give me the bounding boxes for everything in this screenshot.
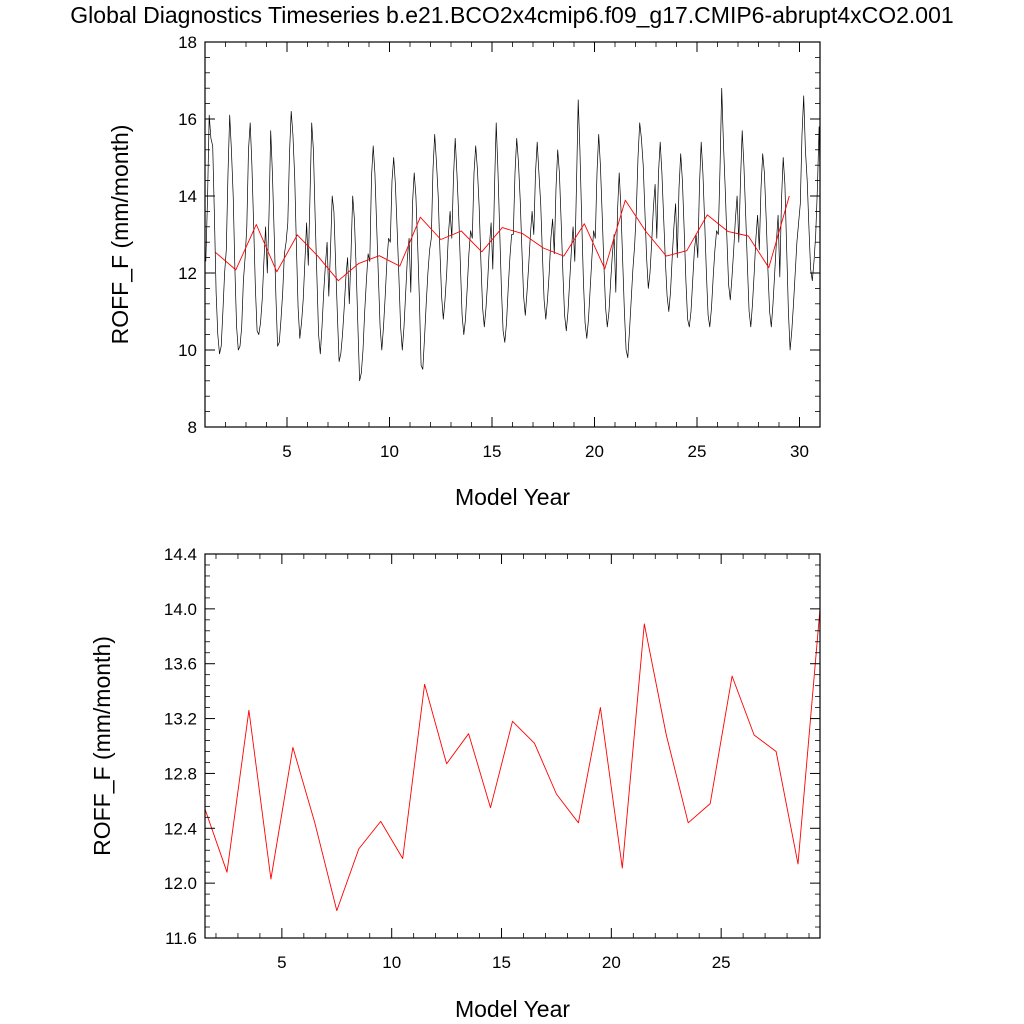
top-y-axis-title: ROFF_F (mm/month) xyxy=(107,125,133,345)
top-x-tick-label: 30 xyxy=(790,442,809,461)
top-y-tick-label: 16 xyxy=(178,110,197,129)
bottom-x-tick-label: 20 xyxy=(602,953,621,972)
top-x-tick-label: 10 xyxy=(380,442,399,461)
top-panel: Model Year ROFF_F (mm/month) 8 10 12 14 16 18… xyxy=(107,33,821,510)
top-monthly-series-line xyxy=(205,87,820,382)
bottom-y-tick-label: 13.2 xyxy=(164,710,197,729)
top-y-tick-label: 12 xyxy=(178,264,197,283)
bottom-annual-series-line xyxy=(205,608,820,912)
bottom-x-tick-label: 25 xyxy=(712,953,731,972)
top-y-tick-label: 10 xyxy=(178,341,197,360)
bottom-y-axis-title: ROFF_F (mm/month) xyxy=(89,636,115,856)
top-y-tick-label: 14 xyxy=(178,187,197,206)
top-y-tick-label: 18 xyxy=(178,33,197,52)
top-x-tick-label: 20 xyxy=(585,442,604,461)
bottom-x-axis-title: Model Year xyxy=(455,996,570,1022)
bottom-y-tick-label: 14.4 xyxy=(164,545,197,564)
bottom-y-tick-label: 12.0 xyxy=(164,874,197,893)
bottom-x-tick-label: 15 xyxy=(492,953,511,972)
top-x-tick-label: 25 xyxy=(688,442,707,461)
bottom-panel: Model Year ROFF_F (mm/month) 11.6 12.0 12.… xyxy=(89,545,821,1022)
bottom-y-tick-label: 13.6 xyxy=(164,655,197,674)
bottom-y-tick-label: 12.4 xyxy=(164,819,197,838)
page-title: Global Diagnostics Timeseries b.e21.BCO2… xyxy=(70,2,954,28)
top-x-axis-title: Model Year xyxy=(455,484,570,510)
top-x-tick-label: 15 xyxy=(483,442,502,461)
top-y-tick-label: 8 xyxy=(188,418,197,437)
bottom-plot-frame xyxy=(204,553,821,939)
top-x-tick-label: 5 xyxy=(282,442,291,461)
bottom-x-tick-label: 10 xyxy=(382,953,401,972)
top-annual-series-line xyxy=(215,195,790,282)
bottom-y-tick-label: 11.6 xyxy=(165,929,197,948)
bottom-y-tick-label: 12.8 xyxy=(164,764,197,783)
bottom-y-tick-label: 14.0 xyxy=(164,600,197,619)
bottom-x-tick-label: 5 xyxy=(277,953,286,972)
